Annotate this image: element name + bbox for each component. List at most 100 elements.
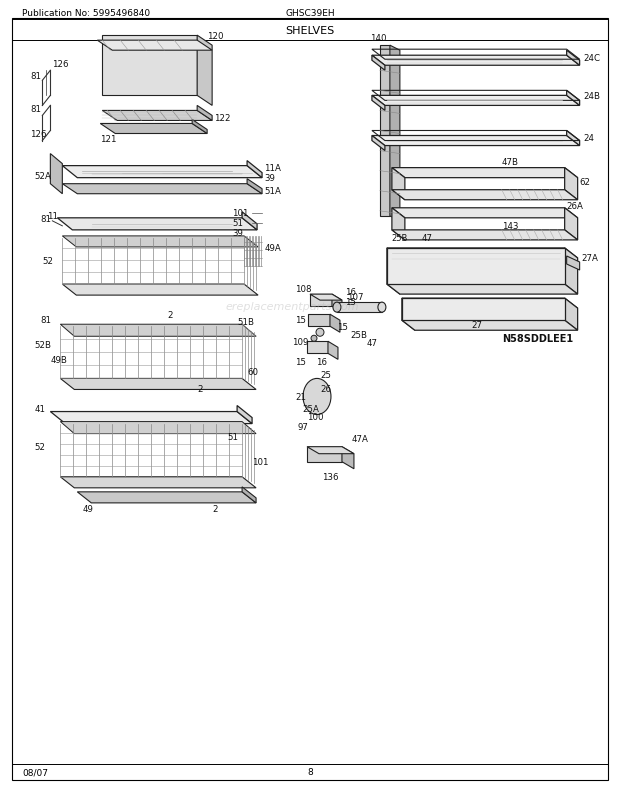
Text: SHELVES: SHELVES bbox=[285, 26, 335, 36]
Polygon shape bbox=[308, 314, 330, 327]
Circle shape bbox=[311, 336, 317, 342]
Text: 101: 101 bbox=[252, 458, 268, 467]
Polygon shape bbox=[78, 492, 256, 504]
Polygon shape bbox=[192, 120, 207, 134]
Polygon shape bbox=[387, 249, 578, 258]
Text: 15: 15 bbox=[345, 298, 356, 306]
Text: 15: 15 bbox=[295, 315, 306, 324]
Polygon shape bbox=[402, 321, 578, 330]
Polygon shape bbox=[392, 209, 578, 218]
Text: 49A: 49A bbox=[265, 244, 282, 253]
Text: 143: 143 bbox=[502, 222, 518, 231]
Text: 97: 97 bbox=[297, 423, 308, 431]
Polygon shape bbox=[197, 36, 212, 106]
Ellipse shape bbox=[333, 302, 341, 313]
Polygon shape bbox=[392, 190, 578, 200]
Text: 11A: 11A bbox=[264, 164, 281, 173]
Polygon shape bbox=[387, 249, 400, 294]
Text: ereplacementparts.com: ereplacementparts.com bbox=[225, 302, 359, 312]
Polygon shape bbox=[50, 412, 252, 424]
Text: 08/07: 08/07 bbox=[22, 768, 48, 776]
Polygon shape bbox=[380, 46, 390, 217]
Text: N58SDDLEE1: N58SDDLEE1 bbox=[502, 334, 573, 344]
Text: 81: 81 bbox=[30, 71, 42, 81]
Polygon shape bbox=[100, 124, 207, 134]
Text: 52: 52 bbox=[42, 257, 53, 266]
Text: 25B: 25B bbox=[392, 234, 408, 243]
Polygon shape bbox=[310, 294, 342, 301]
Polygon shape bbox=[372, 96, 385, 111]
Text: 60: 60 bbox=[247, 367, 258, 376]
Polygon shape bbox=[63, 184, 262, 194]
Text: 109: 109 bbox=[292, 338, 308, 346]
Polygon shape bbox=[307, 447, 342, 462]
Text: 51: 51 bbox=[227, 432, 238, 442]
Text: 108: 108 bbox=[295, 284, 311, 294]
Text: 26A: 26A bbox=[567, 202, 583, 211]
Text: 51B: 51B bbox=[237, 318, 254, 326]
Text: 39: 39 bbox=[232, 229, 243, 238]
Polygon shape bbox=[307, 342, 328, 354]
Polygon shape bbox=[328, 342, 338, 360]
Polygon shape bbox=[247, 161, 262, 179]
Text: 25A: 25A bbox=[302, 404, 319, 414]
Text: 52A: 52A bbox=[34, 172, 51, 181]
Polygon shape bbox=[237, 406, 252, 424]
Text: 62: 62 bbox=[580, 178, 591, 187]
Polygon shape bbox=[50, 154, 63, 194]
Polygon shape bbox=[372, 136, 580, 146]
Text: Publication No: 5995496840: Publication No: 5995496840 bbox=[22, 9, 150, 18]
Text: 121: 121 bbox=[100, 135, 117, 144]
Text: 8: 8 bbox=[307, 768, 313, 776]
Polygon shape bbox=[565, 298, 578, 330]
Text: 51: 51 bbox=[232, 219, 243, 228]
Polygon shape bbox=[387, 285, 578, 294]
Text: 100: 100 bbox=[307, 412, 324, 422]
Text: 122: 122 bbox=[214, 114, 231, 123]
Text: 126: 126 bbox=[52, 59, 69, 69]
Text: GHSC39EH: GHSC39EH bbox=[285, 9, 335, 18]
Polygon shape bbox=[567, 91, 580, 106]
Text: 2: 2 bbox=[197, 384, 203, 394]
Text: 101: 101 bbox=[232, 209, 249, 218]
Text: 16: 16 bbox=[345, 287, 356, 296]
Polygon shape bbox=[63, 285, 258, 296]
Polygon shape bbox=[565, 209, 578, 241]
Polygon shape bbox=[197, 106, 212, 121]
Polygon shape bbox=[242, 213, 257, 231]
Text: 25B: 25B bbox=[350, 330, 367, 339]
Polygon shape bbox=[392, 168, 578, 179]
Polygon shape bbox=[402, 298, 415, 330]
Text: 11: 11 bbox=[47, 212, 58, 221]
Polygon shape bbox=[247, 180, 262, 194]
Polygon shape bbox=[565, 249, 578, 294]
Text: 81: 81 bbox=[30, 105, 42, 114]
Polygon shape bbox=[307, 447, 354, 454]
Ellipse shape bbox=[303, 379, 331, 415]
Polygon shape bbox=[372, 136, 385, 152]
Text: 27: 27 bbox=[472, 320, 483, 330]
Polygon shape bbox=[567, 51, 580, 66]
Text: 49: 49 bbox=[82, 504, 93, 514]
Polygon shape bbox=[63, 237, 258, 248]
Text: 47B: 47B bbox=[502, 158, 519, 167]
Text: 140: 140 bbox=[370, 34, 386, 43]
Polygon shape bbox=[402, 298, 578, 309]
Polygon shape bbox=[372, 56, 580, 66]
Polygon shape bbox=[60, 325, 256, 337]
Polygon shape bbox=[57, 218, 257, 231]
Text: 120: 120 bbox=[207, 31, 224, 41]
Text: 41: 41 bbox=[34, 404, 45, 414]
Text: 15: 15 bbox=[337, 322, 348, 331]
Ellipse shape bbox=[378, 302, 386, 313]
Text: 15: 15 bbox=[295, 358, 306, 367]
Polygon shape bbox=[60, 422, 256, 434]
Text: 26: 26 bbox=[320, 384, 331, 394]
Polygon shape bbox=[567, 132, 580, 146]
Polygon shape bbox=[330, 314, 340, 333]
Polygon shape bbox=[60, 477, 256, 488]
Polygon shape bbox=[392, 231, 578, 241]
Text: 24C: 24C bbox=[583, 54, 601, 63]
Polygon shape bbox=[402, 298, 565, 321]
Polygon shape bbox=[567, 257, 580, 270]
